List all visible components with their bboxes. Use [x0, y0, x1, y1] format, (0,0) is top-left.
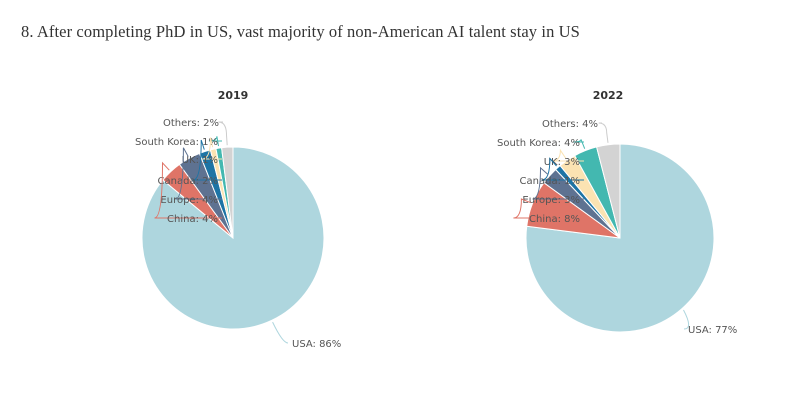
- page-title: 8. After completing PhD in US, vast majo…: [21, 22, 580, 41]
- slice-label-canada: Canada: 2%: [158, 176, 218, 187]
- slice-label-usa: USA: 86%: [292, 339, 341, 350]
- connector-south-korea: [208, 136, 222, 147]
- connector-south-korea: [572, 139, 586, 149]
- slice-label-europe: Europe: 4%: [160, 195, 218, 206]
- slice-label-europe: Europe: 3%: [522, 195, 580, 206]
- connector-uk: [202, 137, 222, 160]
- slice-label-south-korea: South Korea: 4%: [497, 138, 580, 149]
- slice-label-others: Others: 2%: [163, 118, 219, 129]
- slice-label-china: China: 4%: [167, 214, 218, 225]
- pie-slice-others[interactable]: [221, 146, 234, 239]
- slice-label-uk: UK: 3%: [544, 157, 580, 168]
- connector-usa: [272, 321, 289, 344]
- pie-slice-others[interactable]: [596, 143, 621, 239]
- connector-china: [513, 198, 584, 219]
- pie-chart-2022: 2022 Others: 4% South Korea: 4% UK: 3% Cana…: [497, 89, 737, 336]
- pie-chart-2019: 2019 Others: 2% South Korea: 1% UK: 1% Cana…: [135, 89, 341, 350]
- slice-label-south-korea: South Korea: 1%: [135, 137, 218, 148]
- connector-europe: [175, 147, 222, 200]
- connector-canada: [541, 157, 584, 181]
- connector-china: [154, 161, 222, 219]
- connector-europe: [532, 166, 584, 200]
- slice-label-others: Others: 4%: [542, 119, 598, 130]
- connector-others: [598, 122, 609, 143]
- slice-label-canada: Canada: 1%: [520, 176, 580, 187]
- connector-usa: [683, 309, 690, 330]
- chart-title-2019: 2019: [218, 89, 249, 102]
- chart-title-2022: 2022: [593, 89, 624, 102]
- slice-label-china: China: 8%: [529, 214, 580, 225]
- slice-label-usa: USA: 77%: [688, 325, 737, 336]
- connector-canada: [193, 139, 222, 181]
- connector-others: [218, 121, 228, 146]
- slice-label-uk: UK: 1%: [182, 155, 218, 166]
